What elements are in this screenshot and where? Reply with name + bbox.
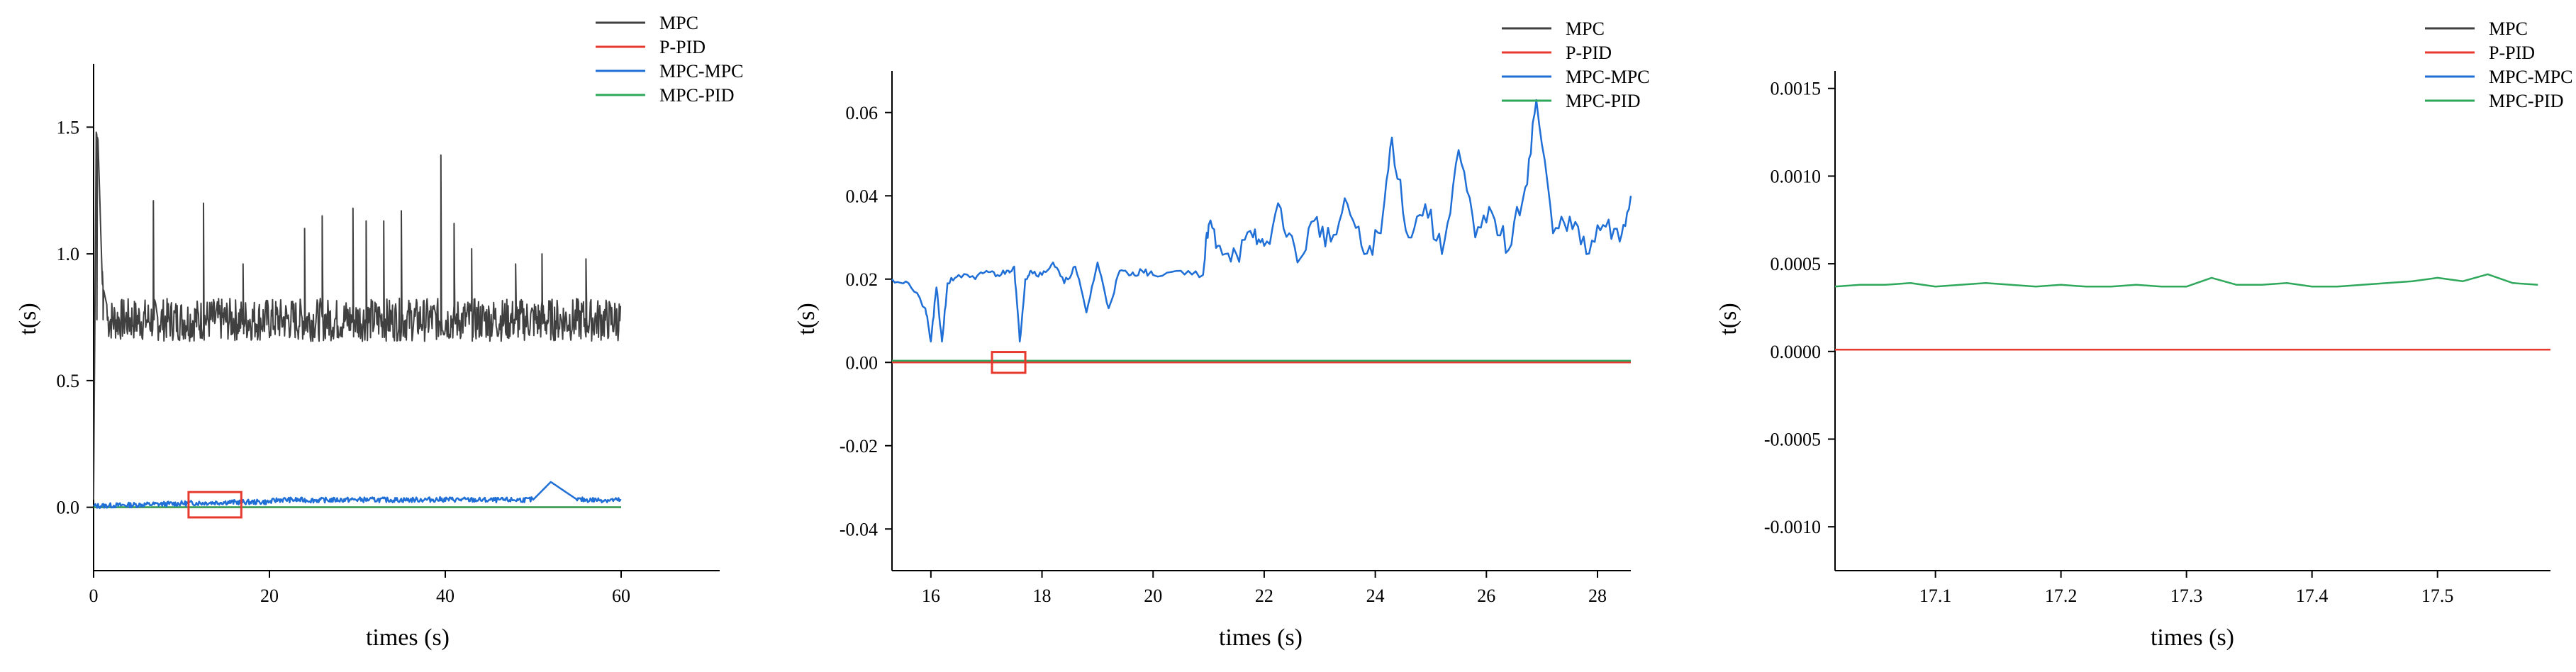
- y-tick-label: 1.0: [57, 244, 80, 264]
- series-mpc-mpc-line: [93, 481, 622, 510]
- legend: MPC P-PID MPC-MPC MPC-PID: [596, 13, 744, 106]
- y-tick-label: 1.5: [57, 117, 80, 138]
- legend-label: MPC-PID: [2489, 91, 2563, 111]
- x-tick-label: 0: [89, 586, 99, 606]
- x-tick-label: 17.3: [2170, 586, 2203, 606]
- y-tick-label: 0.0000: [1771, 342, 1822, 362]
- x-tick-label: 17.2: [2045, 586, 2078, 606]
- x-tick-label: 18: [1033, 586, 1052, 606]
- x-axis-title: times (s): [2151, 625, 2234, 651]
- y-tick-label: -0.0005: [1764, 429, 1821, 449]
- x-tick-label: 20: [1144, 586, 1162, 606]
- y-tick-label: 0.00: [846, 352, 879, 373]
- plot-area: [93, 131, 622, 519]
- legend-label: P-PID: [1566, 43, 1612, 63]
- y-axis-title: t(s): [15, 303, 41, 335]
- series-mpc-line: [93, 131, 622, 500]
- x-tick-label: 17.4: [2296, 586, 2329, 606]
- panel-2: times (s) t(s) 16 18 20 22 24 26 28 -0.04 -0.02 0…: [793, 18, 1650, 651]
- y-tick-label: 0.0015: [1771, 79, 1822, 99]
- y-axis-title: t(s): [1715, 303, 1741, 335]
- legend-label: MPC-PID: [659, 85, 734, 106]
- plot-area: [891, 99, 1632, 374]
- y-tick-label: 0.04: [846, 186, 879, 206]
- x-axis-title: times (s): [366, 625, 450, 651]
- y-tick-label: 0.02: [846, 269, 879, 290]
- legend-label: P-PID: [2489, 43, 2535, 63]
- series-mpc-pid-line: [1834, 273, 2538, 288]
- legend-label: MPC: [2489, 18, 2528, 39]
- x-tick-label: 20: [260, 586, 279, 606]
- ticks: 16 18 20 22 24 26 28 -0.04 -0.02 0.00 0.02 0.04 0.06: [840, 103, 1607, 606]
- x-tick-label: 28: [1588, 586, 1607, 606]
- legend-label: MPC-PID: [1566, 91, 1640, 111]
- series-mpc-mpc-line: [891, 99, 1632, 343]
- y-axis-title: t(s): [793, 303, 820, 335]
- legend-label: MPC: [1566, 18, 1605, 39]
- y-tick-label: -0.02: [840, 436, 878, 457]
- legend-label: P-PID: [659, 37, 706, 57]
- x-tick-label: 24: [1366, 586, 1385, 606]
- y-tick-label: 0.0005: [1771, 254, 1822, 274]
- legend-label: MPC: [659, 13, 698, 33]
- zoom-region-box: [187, 491, 242, 519]
- legend-label: MPC-MPC: [659, 61, 744, 82]
- zoom-region-box: [991, 351, 1027, 374]
- x-axis-title: times (s): [1219, 625, 1303, 651]
- y-tick-label: -0.04: [840, 519, 878, 539]
- y-tick-label: 0.0: [57, 498, 80, 518]
- panel-1: times (s) t(s) 0 20 40 60 0.0 0.5 1.0 1.5 MPC P-…: [15, 13, 744, 651]
- y-tick-label: 0.5: [57, 371, 80, 391]
- legend: MPC P-PID MPC-MPC MPC-PID: [1502, 18, 1650, 111]
- legend-label: MPC-MPC: [1566, 67, 1650, 87]
- x-tick-label: 17.5: [2421, 586, 2454, 606]
- ticks: 17.1 17.2 17.3 17.4 17.5 -0.0010 -0.0005 0.0000…: [1764, 79, 2454, 606]
- legend: MPC P-PID MPC-MPC MPC-PID: [2425, 18, 2573, 111]
- ticks: 0 20 40 60 0.0 0.5 1.0 1.5: [57, 117, 631, 606]
- y-tick-label: -0.0010: [1764, 517, 1821, 537]
- x-tick-label: 40: [436, 586, 455, 606]
- x-tick-label: 60: [612, 586, 630, 606]
- x-tick-label: 16: [922, 586, 940, 606]
- legend-label: MPC-MPC: [2489, 67, 2573, 87]
- y-tick-label: 0.06: [846, 103, 879, 123]
- x-tick-label: 17.1: [1919, 586, 1952, 606]
- x-tick-label: 22: [1255, 586, 1273, 606]
- x-tick-label: 26: [1477, 586, 1495, 606]
- plot-area: [1834, 273, 2550, 351]
- y-tick-label: 0.0010: [1771, 166, 1822, 186]
- panel-3: times (s) t(s) 17.1 17.2 17.3 17.4 17.5 -0.00…: [1715, 18, 2573, 651]
